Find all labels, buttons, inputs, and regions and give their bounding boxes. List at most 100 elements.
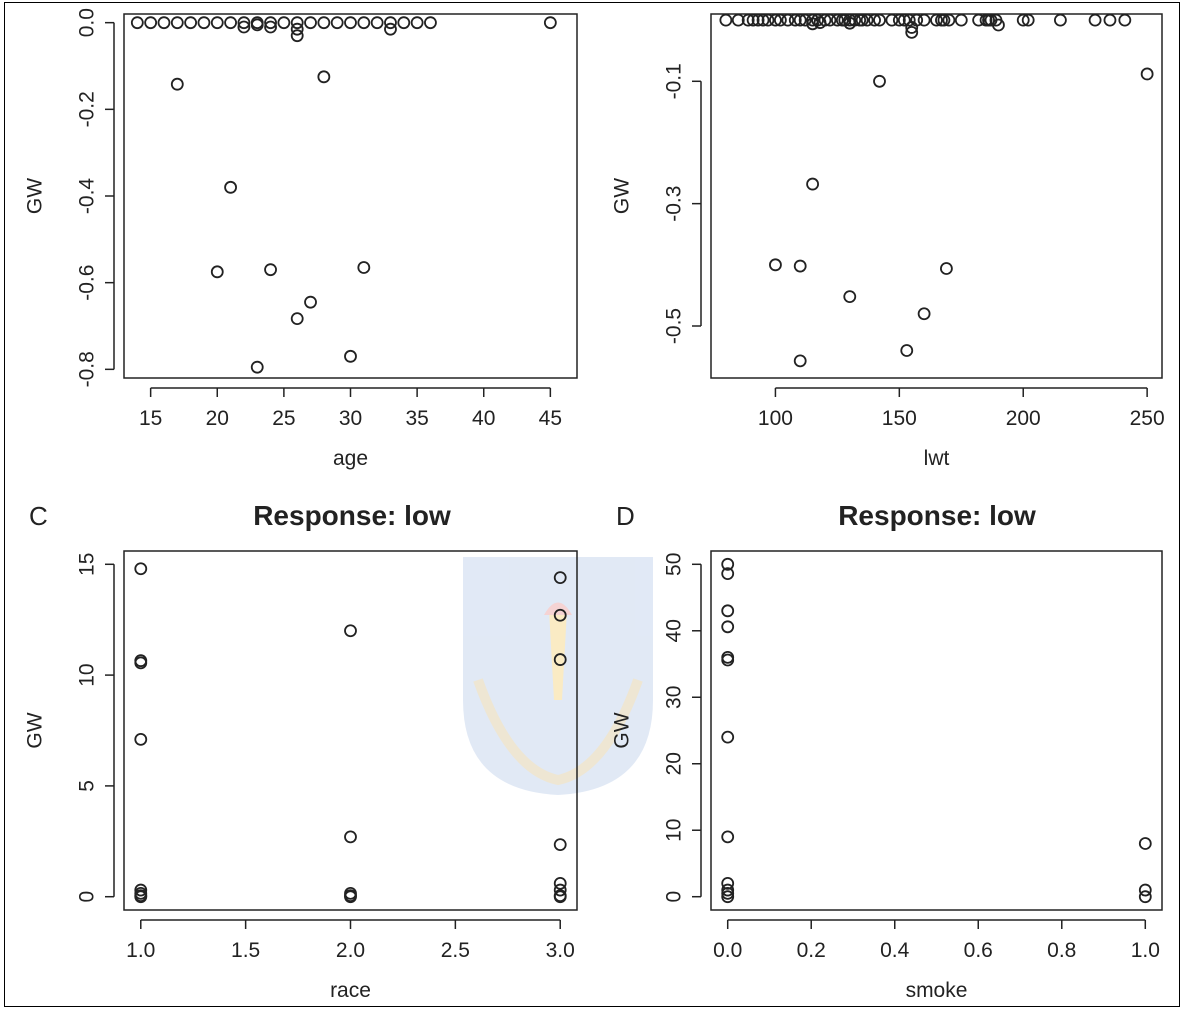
data-point	[756, 13, 770, 27]
data-point	[761, 13, 775, 27]
data-point	[197, 16, 211, 30]
data-point	[184, 16, 198, 30]
data-point	[905, 25, 919, 39]
data-point	[937, 13, 951, 27]
data-point	[357, 261, 371, 274]
x-tick-label: 25	[272, 407, 295, 430]
data-point	[134, 656, 148, 670]
data-point	[170, 16, 184, 30]
data-point	[224, 180, 237, 194]
data-point	[751, 13, 765, 27]
y-tick-label: 50	[663, 553, 686, 576]
data-point	[264, 263, 277, 277]
y-tick-label: -0.3	[663, 186, 686, 222]
data-point	[811, 13, 824, 27]
data-point	[873, 74, 886, 88]
data-point	[823, 13, 837, 27]
data-point	[910, 13, 924, 27]
x-tick-label: 45	[539, 407, 562, 430]
university-crest-watermark	[463, 557, 653, 795]
data-point	[746, 13, 760, 27]
data-point	[806, 177, 819, 191]
data-point	[1138, 890, 1152, 904]
y-tick-label: 0	[76, 891, 99, 903]
data-point	[130, 16, 144, 30]
x-tick-label: 150	[882, 407, 917, 430]
y-tick-label: -0.5	[663, 308, 686, 344]
panel-letter: C	[29, 501, 48, 531]
data-point	[157, 16, 171, 30]
crest-shield	[463, 557, 653, 795]
y-tick-label: 40	[663, 619, 686, 642]
data-point	[897, 13, 911, 27]
data-point	[769, 13, 782, 27]
data-point	[1054, 13, 1067, 27]
data-point	[830, 13, 844, 27]
data-point	[330, 16, 344, 30]
data-point	[793, 354, 807, 368]
data-point	[134, 890, 148, 904]
data-point	[1088, 13, 1102, 27]
panel-c: 1.0 1.5 2.0 2.5 3.0 0 5 10 15 race GW Response: low…	[24, 500, 578, 1002]
data-point	[900, 344, 914, 357]
x-axis-title: smoke	[906, 979, 968, 1002]
plot-border	[123, 13, 578, 379]
data-point	[134, 883, 148, 897]
data-point	[304, 16, 317, 30]
y-tick-label: 20	[663, 752, 686, 775]
data-point	[237, 16, 251, 30]
panel-title: Response: low	[253, 500, 451, 531]
x-tick-label: 40	[472, 407, 495, 430]
data-point	[721, 620, 735, 634]
data-point	[1138, 883, 1152, 897]
data-point	[885, 13, 899, 27]
x-tick-label: 0.4	[880, 939, 910, 962]
data-point	[384, 22, 397, 36]
y-tick-label: 10	[663, 819, 686, 842]
y-axis-title: GW	[611, 178, 634, 214]
plot-border	[123, 550, 578, 911]
x-tick-label: 1.0	[126, 939, 155, 962]
data-point	[731, 13, 745, 27]
data-point	[553, 571, 567, 584]
data-point	[344, 830, 357, 844]
data-point	[843, 290, 857, 304]
data-point	[317, 70, 331, 84]
data-point	[855, 13, 869, 27]
data-point	[264, 16, 277, 30]
data-point	[848, 13, 862, 27]
x-tick-label: 200	[1006, 407, 1041, 430]
data-point	[277, 16, 291, 30]
y-axis-title: GW	[24, 178, 47, 214]
data-point	[721, 830, 735, 844]
data-point	[721, 730, 735, 744]
panel-title: Response: low	[838, 500, 1036, 531]
data-point	[553, 653, 567, 666]
data-point	[424, 16, 437, 30]
x-tick-label: 15	[139, 407, 162, 430]
data-point	[917, 13, 931, 27]
data-point	[741, 13, 755, 27]
data-point	[868, 13, 881, 27]
panel-d: 0.0 0.2 0.4 0.6 0.8 1.0 0 10 20 30 40 50 smoke GW Resp…	[611, 500, 1163, 1002]
data-point	[264, 20, 277, 34]
data-point	[860, 13, 874, 27]
x-tick-label: 0.8	[1047, 939, 1076, 962]
data-point	[1103, 13, 1117, 27]
x-tick-label: 100	[758, 407, 793, 430]
data-point	[1138, 837, 1152, 850]
x-tick-label: 20	[206, 407, 229, 430]
data-point	[940, 262, 953, 275]
x-tick-label: 2.5	[441, 939, 470, 962]
x-tick-label: 1.0	[1131, 939, 1160, 962]
data-point	[357, 16, 371, 30]
data-point	[553, 877, 567, 890]
data-point	[553, 883, 567, 897]
data-point	[873, 13, 886, 27]
x-tick-label: 35	[405, 407, 428, 430]
data-point	[290, 312, 304, 326]
x-axis-title: age	[333, 447, 368, 470]
data-point	[806, 13, 819, 27]
data-point	[210, 265, 224, 279]
